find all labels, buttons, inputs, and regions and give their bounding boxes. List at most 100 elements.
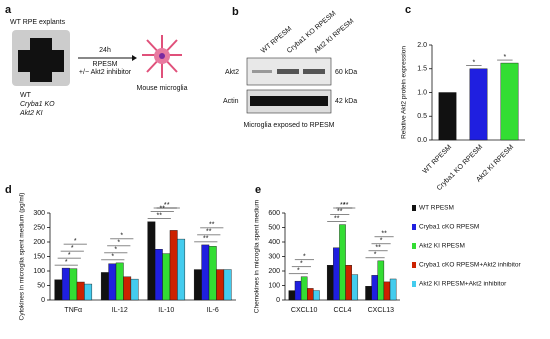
- sig-star: **: [203, 236, 209, 243]
- y-tick-label: 50: [37, 282, 45, 289]
- sig-star: *: [65, 259, 68, 266]
- y-tick-label: 0.5: [417, 113, 427, 120]
- y-tick-label: 1.0: [417, 89, 427, 96]
- sig-star: *: [111, 254, 114, 261]
- legend-swatch: [412, 243, 416, 249]
- legend-swatch: [412, 205, 416, 211]
- panel-letter: e: [255, 184, 261, 196]
- y-tick-label: 400: [268, 239, 280, 246]
- legend-label: Akt2 KI RPESM+Akt2 inhibitor: [419, 281, 507, 288]
- x-tick-label: IL-12: [112, 307, 128, 314]
- bar: [216, 269, 225, 301]
- sig-star: *: [114, 247, 117, 254]
- legend-label: Cryba1 cKO RPESM: [419, 224, 479, 231]
- bar: [84, 283, 93, 301]
- bar: [76, 281, 85, 301]
- bar: [100, 272, 109, 301]
- microglia-nucleus: [159, 53, 165, 59]
- panel-letter: b: [232, 6, 239, 18]
- panel-letter: d: [5, 184, 12, 196]
- bar: [162, 253, 171, 301]
- x-tick-label: CXCL10: [291, 307, 318, 314]
- bar: [300, 276, 308, 301]
- y-tick-label: 100: [33, 268, 45, 275]
- y-tick-label: 200: [268, 268, 280, 275]
- y-tick-label: 0: [41, 297, 45, 304]
- band: [252, 70, 272, 73]
- sig-star: *: [74, 238, 77, 245]
- sig-star: *: [297, 268, 300, 275]
- sig-star: *: [303, 254, 306, 261]
- sig-star: *: [472, 60, 475, 67]
- bar: [169, 230, 178, 301]
- panel-letter: c: [405, 4, 411, 16]
- x-tick-label: CCL4: [334, 307, 352, 314]
- row-label: Actin: [223, 98, 239, 105]
- bar: [147, 221, 156, 301]
- y-tick-label: 300: [268, 253, 280, 260]
- sig-star: *: [300, 261, 303, 268]
- x-tick-label: IL-10: [158, 307, 174, 314]
- y-axis-label: Chemokines in microglia spent medium: [254, 200, 261, 313]
- y-tick-label: 200: [33, 239, 45, 246]
- sig-star: *: [380, 238, 383, 245]
- lane-label: Cryba1 KO RPESM: [286, 10, 338, 55]
- band: [303, 69, 325, 74]
- bar: [500, 62, 519, 141]
- bar: [383, 281, 391, 301]
- explant: [18, 38, 64, 82]
- sig-star: **: [343, 202, 349, 209]
- y-tick-label: 0.0: [417, 137, 427, 144]
- legend-label: Cryba1 cKO RPESM+Akt2 inhibitor: [419, 262, 522, 269]
- bar: [333, 247, 340, 301]
- x-tick-label: IL-6: [207, 307, 219, 314]
- bar: [201, 244, 210, 301]
- bar: [389, 278, 397, 301]
- bar: [339, 224, 346, 301]
- bar: [115, 262, 124, 301]
- row-label: Akt2: [225, 69, 239, 76]
- bar: [154, 249, 163, 301]
- bar: [69, 268, 78, 301]
- y-tick-label: 500: [268, 224, 280, 231]
- bar: [123, 276, 132, 301]
- sig-star: **: [209, 222, 215, 229]
- bar: [377, 260, 385, 301]
- bar: [326, 265, 334, 301]
- bar: [351, 274, 359, 301]
- target-label: Mouse microglia: [137, 85, 188, 92]
- y-tick-label: 0: [276, 297, 280, 304]
- genotype: WT: [20, 92, 32, 99]
- arrow-head: [132, 55, 137, 61]
- sig-star: *: [120, 233, 123, 240]
- bar: [193, 269, 202, 301]
- y-axis-label: Relative Akt2 protein expression: [401, 46, 408, 139]
- bar: [208, 246, 217, 301]
- y-tick-label: 1.5: [417, 66, 427, 73]
- size-label: 60 kDa: [335, 69, 357, 76]
- bar: [108, 263, 117, 301]
- bar: [371, 275, 378, 301]
- legend-label: Akt2 KI RPESM: [419, 243, 465, 250]
- bar: [307, 288, 314, 301]
- sig-star: **: [340, 202, 346, 209]
- x-tick-label: CXCL13: [368, 307, 395, 314]
- sig-star: *: [167, 202, 170, 209]
- sig-star: **: [206, 229, 212, 236]
- band: [277, 69, 299, 74]
- bar: [294, 280, 302, 301]
- bar: [61, 267, 70, 301]
- sig-star: **: [337, 208, 343, 215]
- bar: [177, 238, 186, 301]
- y-tick-label: 600: [268, 210, 280, 217]
- bar: [223, 269, 232, 301]
- bar: [288, 290, 296, 301]
- genotype: Akt2 KI: [19, 110, 43, 117]
- y-tick-label: 2.0: [417, 42, 427, 49]
- x-tick-label: TNFα: [64, 307, 82, 314]
- legend-swatch: [412, 224, 416, 230]
- time-label: 24h: [99, 47, 111, 54]
- bar: [54, 279, 63, 301]
- inhibitor-label: +/− Akt2 inhibitor: [79, 69, 132, 76]
